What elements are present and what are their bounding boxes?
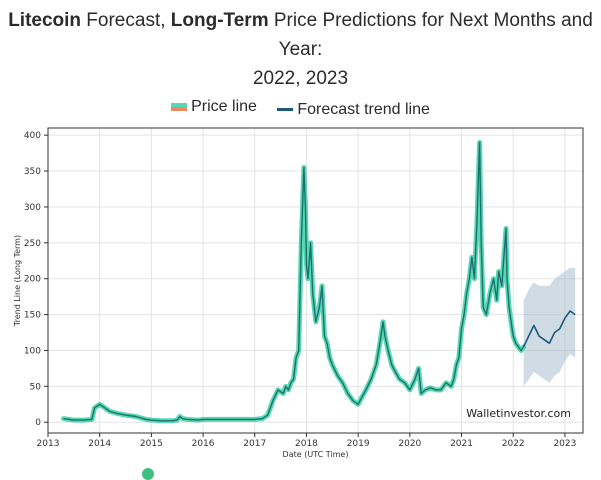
legend-swatch-forecast bbox=[277, 108, 294, 111]
chart-series bbox=[61, 139, 576, 424]
title-text-1: Forecast, bbox=[81, 10, 171, 31]
plot-frame bbox=[47, 127, 584, 434]
x-tick-label: 2017 bbox=[243, 439, 266, 449]
x-tick-label: 2021 bbox=[450, 439, 473, 449]
forecast-confidence-band bbox=[523, 267, 576, 387]
y-tick-label: 100 bbox=[24, 346, 41, 356]
forecast-band bbox=[523, 267, 576, 387]
y-tick-label: 50 bbox=[30, 382, 42, 392]
forecast-line bbox=[522, 310, 576, 348]
x-tick-label: 2019 bbox=[347, 439, 370, 449]
price-line bbox=[63, 141, 525, 422]
y-tick-label: 400 bbox=[24, 131, 41, 141]
x-ticks: 2013 2014 2015 2016 2017 2018 2019 2020 2021 2022… bbox=[37, 433, 576, 449]
y-ticks: 0 50 100 150 200 250 300 350 400 bbox=[24, 131, 48, 428]
legend-swatch-price bbox=[171, 103, 188, 111]
x-tick-label: 2018 bbox=[295, 439, 318, 449]
chart-legend: Price line Forecast trend line bbox=[0, 98, 601, 119]
x-tick-label: 2022 bbox=[502, 439, 525, 449]
x-tick-label: 2013 bbox=[37, 439, 60, 449]
legend-item-forecast: Forecast trend line bbox=[277, 101, 430, 119]
title-text-2: Price Predictions for Next Months and Ye… bbox=[268, 10, 593, 60]
title-years: 2022, 2023 bbox=[252, 68, 349, 89]
title-term: Long-Term bbox=[170, 10, 269, 31]
title-coin: Litecoin bbox=[8, 10, 82, 31]
legend-label-price: Price line bbox=[191, 98, 257, 115]
y-axis-label: Trend Line (Long Term) bbox=[13, 235, 22, 327]
x-tick-label: 2014 bbox=[88, 439, 111, 449]
x-tick-label: 2020 bbox=[398, 439, 421, 449]
status-dot-icon bbox=[142, 468, 154, 480]
y-tick-label: 300 bbox=[24, 203, 41, 213]
y-tick-label: 150 bbox=[24, 311, 41, 321]
y-tick-label: 250 bbox=[24, 239, 41, 249]
watermark-text: Walletinvestor.com bbox=[466, 407, 571, 420]
x-tick-label: 2016 bbox=[192, 439, 215, 449]
page-title: Litecoin Forecast, Long-Term Price Predi… bbox=[0, 6, 601, 93]
legend-label-forecast: Forecast trend line bbox=[297, 100, 430, 118]
x-tick-label: 2023 bbox=[553, 439, 576, 449]
y-tick-label: 0 bbox=[35, 418, 41, 428]
y-tick-label: 350 bbox=[24, 167, 41, 177]
x-tick-label: 2015 bbox=[140, 439, 163, 449]
legend-item-price: Price line bbox=[171, 98, 257, 116]
y-tick-label: 200 bbox=[24, 275, 41, 285]
x-axis-label: Date (UTC Time) bbox=[283, 450, 349, 459]
